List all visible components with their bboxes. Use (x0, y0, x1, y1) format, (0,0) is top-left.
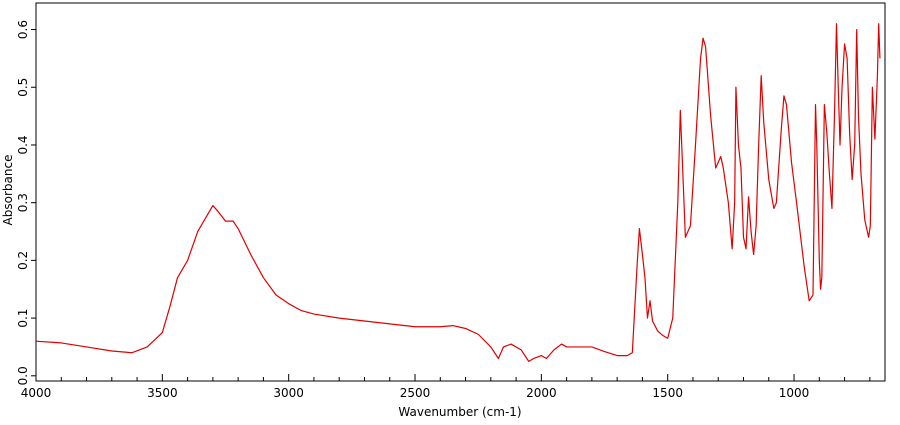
plot-frame (35, 2, 886, 382)
y-tick-label: 0.5 (16, 78, 30, 97)
spectrum-line (35, 23, 881, 362)
x-tick-label: 2000 (526, 386, 557, 400)
y-tick-label: 0.1 (16, 309, 30, 328)
x-tick-label: 2500 (400, 386, 431, 400)
x-tick-label: 3000 (273, 386, 304, 400)
x-tick-label: 4000 (21, 386, 52, 400)
y-axis-label: Absorbance (1, 155, 15, 226)
x-tick-label: 1500 (652, 386, 683, 400)
y-tick-label: 0.4 (16, 135, 30, 154)
y-tick-label: 0.2 (16, 251, 30, 270)
y-tick-label: 0.3 (16, 193, 30, 212)
x-axis-label: Wavenumber (cm-1) (398, 405, 521, 419)
y-tick-label: 0.6 (16, 20, 30, 39)
y-tick-label: 0.0 (16, 366, 30, 385)
x-tick-label: 1000 (779, 386, 810, 400)
x-tick-label: 3500 (147, 386, 178, 400)
